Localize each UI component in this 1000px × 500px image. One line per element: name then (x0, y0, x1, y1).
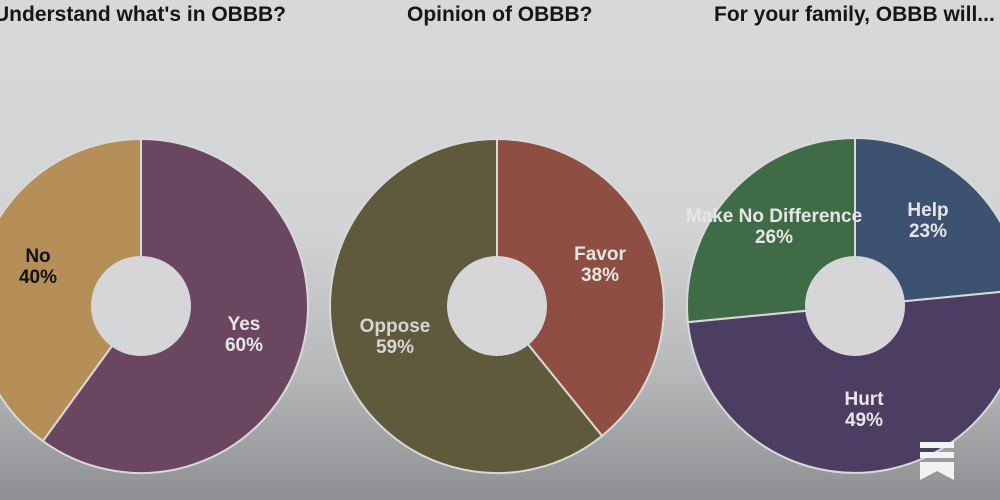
slice-label-favor: Favor 38% (574, 244, 626, 286)
pie-slice-make-no-difference (686, 136, 856, 324)
pie-slice-no (0, 137, 142, 443)
slice-label-yes: Yes 60% (225, 314, 263, 356)
pie-slice-help (854, 136, 1000, 308)
slice-label-hurt: Hurt 49% (844, 389, 884, 431)
slice-label-oppose: Oppose 59% (360, 316, 431, 358)
pie-slice-favor (496, 137, 665, 438)
pie-slice-hurt (686, 291, 1000, 474)
slice-label-no: No 40% (19, 246, 57, 288)
bookmark-icon (920, 442, 954, 480)
chart-title-family: For your family, OBBB will... (714, 3, 995, 26)
donut-hole (447, 256, 547, 356)
donut-hole (91, 256, 191, 356)
slice-label-help: Help 23% (907, 200, 948, 242)
chart-title-understand: Understand what's in OBBB? (0, 3, 287, 26)
slice-label-make-no-difference: Make No Difference 26% (686, 206, 862, 248)
chart-title-opinion: Opinion of OBBB? (407, 3, 593, 26)
donut-hole (805, 256, 905, 356)
